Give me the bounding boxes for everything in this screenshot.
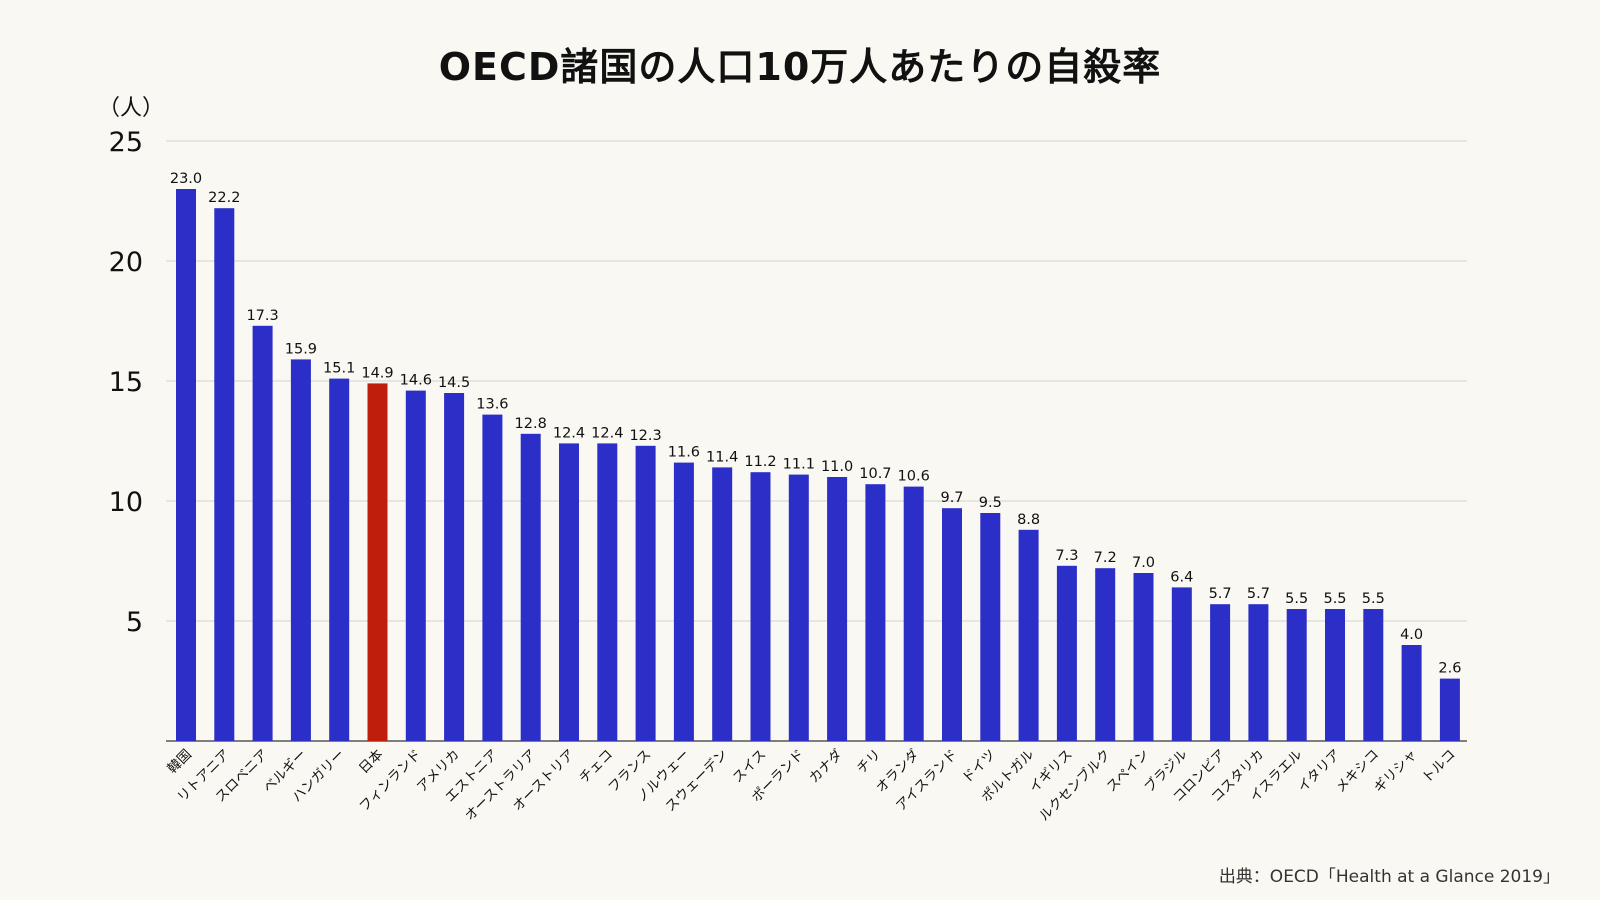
y-tick-label: 20 [109, 247, 143, 278]
data-label: 12.3 [629, 428, 661, 444]
data-label: 6.4 [1170, 569, 1193, 585]
bar [1286, 609, 1307, 741]
x-tick-label: 韓国 [164, 747, 194, 777]
data-label: 2.6 [1438, 661, 1461, 677]
bar [329, 378, 350, 741]
data-label: 15.1 [323, 361, 355, 377]
data-label: 9.7 [940, 490, 963, 506]
data-label: 11.4 [706, 449, 738, 465]
bar [1095, 568, 1116, 741]
data-label: 7.3 [1055, 548, 1078, 564]
bar [176, 189, 196, 741]
bar [290, 359, 311, 741]
bar [1401, 645, 1422, 741]
data-label: 11.1 [783, 457, 815, 473]
data-label: 9.5 [979, 495, 1002, 511]
bar [1325, 609, 1345, 741]
data-label: 7.0 [1132, 555, 1155, 571]
bar [1018, 529, 1039, 741]
data-label: 14.6 [400, 373, 432, 389]
data-label: 17.3 [246, 308, 278, 324]
bar [1133, 573, 1154, 741]
bar [1171, 587, 1192, 741]
bar [1056, 565, 1077, 741]
data-label: 10.6 [898, 469, 930, 485]
x-tick-label: トルコ [1419, 747, 1459, 787]
data-label: 5.5 [1323, 591, 1346, 607]
data-label: 7.2 [1094, 550, 1117, 566]
bar [405, 390, 426, 741]
source-note: 出典：OECD「Health at a Glance 2019」 [1218, 867, 1560, 887]
data-label: 13.6 [476, 397, 508, 413]
data-label: 5.5 [1285, 591, 1308, 607]
bar [635, 445, 656, 741]
data-label: 5.5 [1362, 591, 1385, 607]
data-label: 15.9 [285, 341, 317, 357]
data-label: 12.8 [515, 416, 547, 432]
bar [788, 474, 809, 741]
bar [482, 414, 503, 741]
bar [1363, 609, 1384, 741]
bar [1248, 604, 1269, 741]
y-tick-label: 5 [126, 607, 143, 638]
bar [520, 433, 541, 741]
data-label: 11.6 [668, 445, 700, 461]
y-tick-label: 25 [109, 127, 143, 158]
data-label: 5.7 [1247, 586, 1270, 602]
y-tick-label: 10 [109, 487, 143, 518]
bar [597, 443, 618, 741]
data-label: 14.5 [438, 375, 470, 391]
y-tick-label: 15 [109, 367, 143, 398]
bar [252, 325, 273, 741]
bar [1210, 604, 1231, 741]
data-label: 5.7 [1209, 586, 1232, 602]
data-label: 11.2 [744, 454, 776, 470]
x-tick-label: チリ [854, 747, 884, 777]
bar [750, 472, 771, 741]
bar [980, 513, 1001, 741]
bar [1439, 678, 1460, 741]
data-label: 22.2 [208, 190, 240, 206]
data-label: 23.0 [170, 171, 202, 187]
bar [827, 477, 848, 741]
data-label: 8.8 [1017, 512, 1040, 528]
data-label: 11.0 [821, 459, 853, 475]
chart-title: OECD諸国の人口10万人あたりの自殺率 [438, 45, 1162, 89]
x-tick-label: ギリシャ [1371, 747, 1420, 796]
data-label: 4.0 [1400, 627, 1423, 643]
bar [865, 484, 886, 741]
bar [444, 393, 465, 741]
y-axis-unit-label: （人） [98, 96, 165, 121]
bar [903, 486, 924, 741]
bar [942, 508, 962, 741]
data-label: 12.4 [591, 425, 623, 441]
data-label: 10.7 [859, 466, 891, 482]
bar [559, 443, 579, 741]
data-label: 14.9 [361, 365, 393, 381]
bar [214, 208, 235, 741]
data-label: 12.4 [553, 425, 585, 441]
bar [673, 462, 694, 741]
bar [367, 383, 388, 741]
bar [712, 467, 733, 741]
x-tick-label: カナダ [806, 747, 846, 787]
x-tick-label: 日本 [356, 746, 387, 777]
